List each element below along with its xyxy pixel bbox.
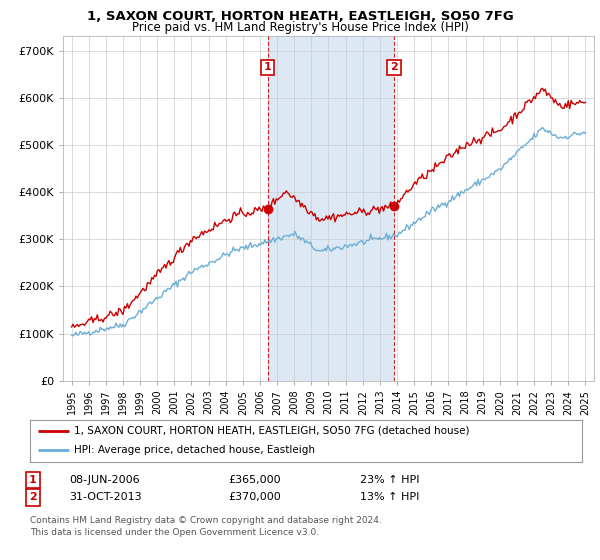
Text: 1: 1: [263, 62, 271, 72]
Text: 13% ↑ HPI: 13% ↑ HPI: [360, 492, 419, 502]
Text: 08-JUN-2006: 08-JUN-2006: [69, 475, 140, 485]
Text: 1: 1: [29, 475, 37, 485]
Text: 31-OCT-2013: 31-OCT-2013: [69, 492, 142, 502]
Text: Price paid vs. HM Land Registry's House Price Index (HPI): Price paid vs. HM Land Registry's House …: [131, 21, 469, 34]
Text: £365,000: £365,000: [228, 475, 281, 485]
Text: £370,000: £370,000: [228, 492, 281, 502]
Text: 1, SAXON COURT, HORTON HEATH, EASTLEIGH, SO50 7FG: 1, SAXON COURT, HORTON HEATH, EASTLEIGH,…: [86, 10, 514, 23]
Text: 23% ↑ HPI: 23% ↑ HPI: [360, 475, 419, 485]
Text: Contains HM Land Registry data © Crown copyright and database right 2024.: Contains HM Land Registry data © Crown c…: [30, 516, 382, 525]
Text: This data is licensed under the Open Government Licence v3.0.: This data is licensed under the Open Gov…: [30, 528, 319, 536]
Text: 2: 2: [390, 62, 398, 72]
Text: 1, SAXON COURT, HORTON HEATH, EASTLEIGH, SO50 7FG (detached house): 1, SAXON COURT, HORTON HEATH, EASTLEIGH,…: [74, 426, 470, 436]
Bar: [268, 36, 394, 381]
Text: 2: 2: [29, 492, 37, 502]
Text: HPI: Average price, detached house, Eastleigh: HPI: Average price, detached house, East…: [74, 445, 315, 455]
